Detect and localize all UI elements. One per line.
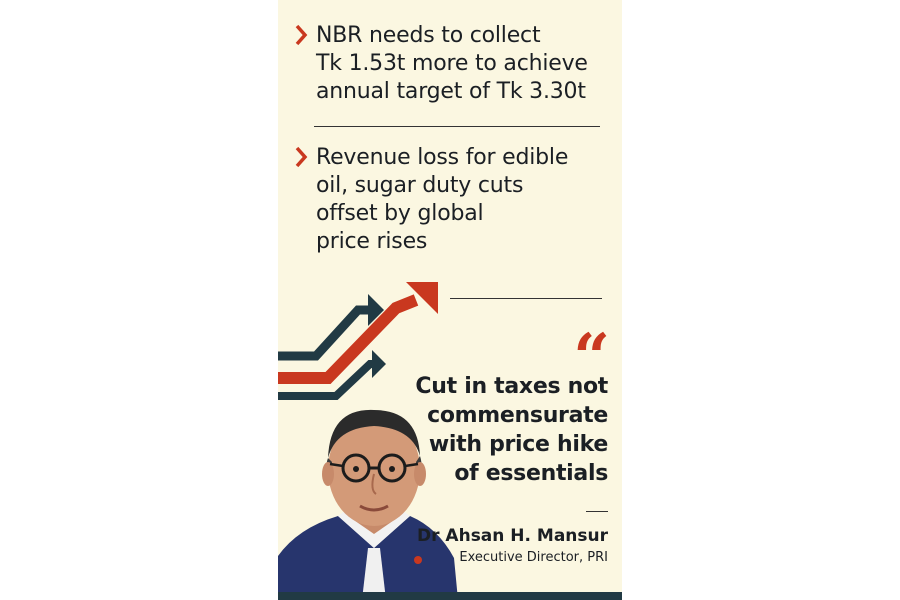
chevron-right-icon [295, 146, 308, 168]
bullet-text: Revenue loss for edible oil, sugar duty … [316, 145, 569, 254]
portrait-illustration [278, 409, 458, 600]
chevron-right-icon [295, 24, 308, 46]
author-name: Dr Ahsan H. Mansur [417, 526, 608, 546]
bullet-point: NBR needs to collect Tk 1.53t more to ac… [294, 22, 614, 112]
divider [450, 298, 602, 299]
author-role: Executive Director, PRI [459, 550, 608, 565]
bullet-text: NBR needs to collect Tk 1.53t more to ac… [316, 23, 588, 104]
bullet-point: Revenue loss for edible oil, sugar duty … [294, 144, 614, 264]
bottom-bar [278, 592, 622, 600]
quotation-mark-icon: “ [573, 320, 610, 395]
infographic-card: NBR needs to collect Tk 1.53t more to ac… [278, 0, 622, 600]
pull-quote: Cut in taxes not commensurate with price… [415, 374, 608, 486]
divider [586, 511, 608, 512]
divider [314, 126, 600, 127]
trend-arrows-icon [278, 282, 438, 400]
